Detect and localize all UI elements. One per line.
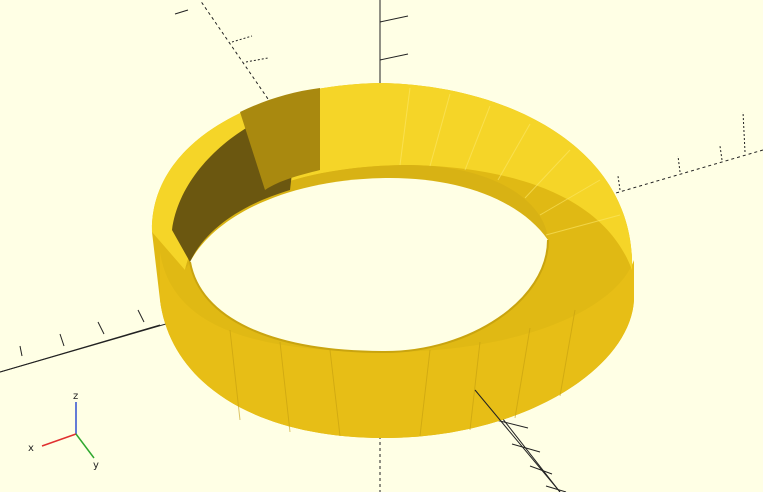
ring-front-face <box>160 252 634 438</box>
ring-hole-edge <box>189 239 549 354</box>
axes-front <box>0 0 561 492</box>
axis-gizmo: z x y <box>28 391 99 471</box>
gizmo-x-label: x <box>28 443 34 454</box>
ring-inner-shadow-mid <box>240 88 320 190</box>
gizmo-y-label: y <box>93 460 99 471</box>
gizmo-x-line <box>41 433 77 447</box>
ring-facets <box>399 87 621 236</box>
gizmo-z-label: z <box>73 391 78 402</box>
gizmo-y-line <box>75 433 95 459</box>
ring-model[interactable] <box>151 83 634 438</box>
ring-wall-facets <box>229 309 576 437</box>
ring-hole <box>190 178 548 352</box>
